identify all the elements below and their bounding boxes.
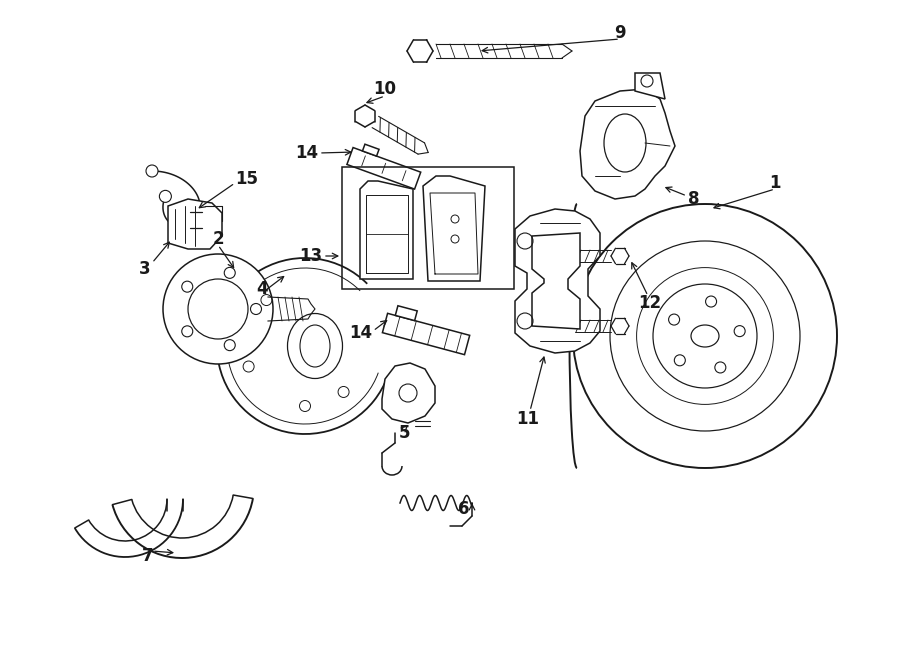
Text: 11: 11 <box>517 410 539 428</box>
Bar <box>342 167 514 289</box>
Circle shape <box>159 190 171 202</box>
Polygon shape <box>382 363 435 423</box>
Text: 8: 8 <box>688 190 699 208</box>
Text: 15: 15 <box>235 170 258 188</box>
Circle shape <box>573 204 837 468</box>
Circle shape <box>146 165 158 177</box>
Text: 7: 7 <box>142 547 154 565</box>
Polygon shape <box>532 233 580 329</box>
Circle shape <box>182 326 193 337</box>
Text: 13: 13 <box>299 247 322 265</box>
Polygon shape <box>382 313 470 355</box>
Polygon shape <box>423 176 485 281</box>
Polygon shape <box>635 73 665 99</box>
Text: 14: 14 <box>295 144 318 162</box>
Text: 1: 1 <box>770 174 781 192</box>
Text: 9: 9 <box>614 24 626 42</box>
Ellipse shape <box>604 114 646 172</box>
Polygon shape <box>515 209 600 353</box>
Polygon shape <box>580 89 675 199</box>
Polygon shape <box>346 147 420 189</box>
Circle shape <box>182 281 193 292</box>
Circle shape <box>224 340 235 350</box>
Text: 2: 2 <box>212 230 224 248</box>
Circle shape <box>224 267 235 278</box>
Polygon shape <box>363 144 379 156</box>
Text: 3: 3 <box>140 260 151 278</box>
Ellipse shape <box>287 313 343 379</box>
Circle shape <box>188 279 248 339</box>
Text: 10: 10 <box>374 80 397 98</box>
Polygon shape <box>168 199 222 249</box>
Text: 4: 4 <box>256 280 268 298</box>
Polygon shape <box>360 181 413 279</box>
Circle shape <box>250 303 262 315</box>
Text: 12: 12 <box>638 294 662 312</box>
Text: 14: 14 <box>349 324 372 342</box>
Circle shape <box>163 254 273 364</box>
Text: 6: 6 <box>458 500 470 518</box>
Polygon shape <box>395 306 418 321</box>
Text: 5: 5 <box>400 424 410 442</box>
